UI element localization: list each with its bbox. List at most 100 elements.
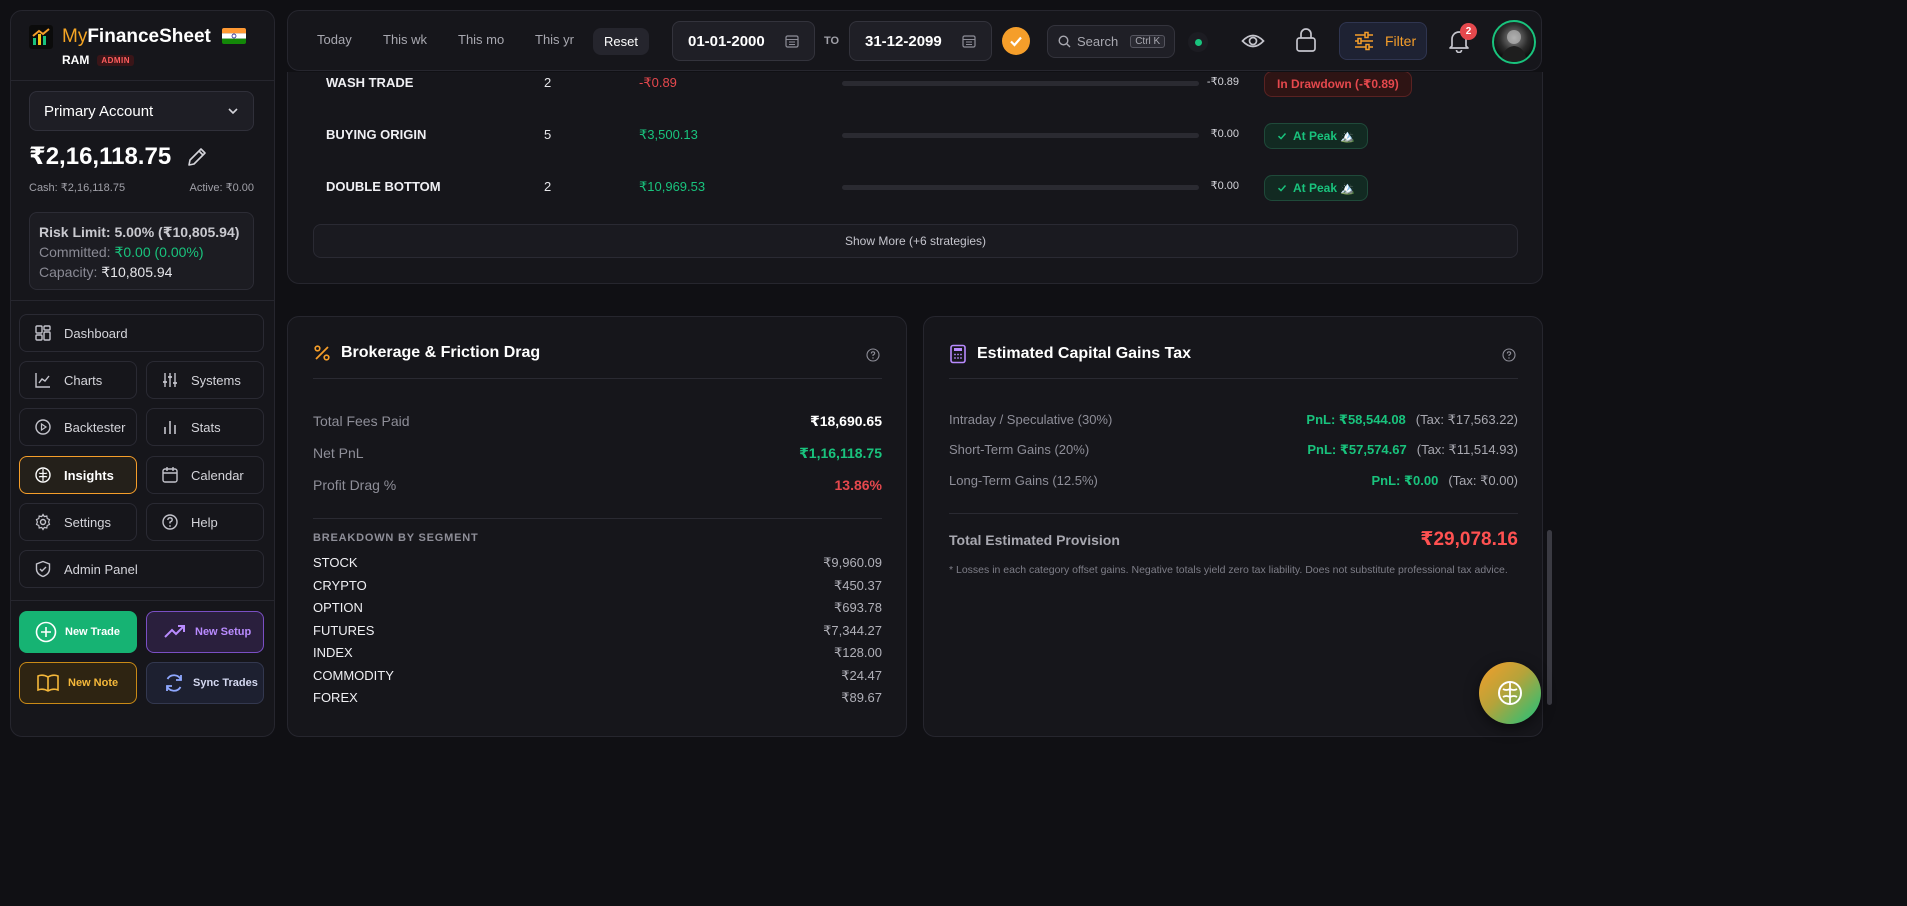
nav-charts[interactable]: Charts [19, 361, 137, 399]
nav-label: Insights [64, 467, 114, 483]
eye-icon[interactable] [1241, 30, 1265, 52]
avatar[interactable] [1492, 20, 1536, 64]
search-placeholder: Search [1077, 34, 1119, 49]
nav-calendar[interactable]: Calendar [146, 456, 264, 494]
nav-label: Charts [64, 372, 103, 388]
pencil-icon[interactable] [185, 145, 209, 169]
profit-drag-value: 13.86% [834, 477, 882, 493]
show-more-button[interactable]: Show More (+6 strategies) [313, 224, 1518, 258]
status-badge: In Drawdown (-₹0.89) [1264, 72, 1412, 97]
tax-amount: (Tax: ₹17,563.22) [1415, 412, 1518, 427]
total-provision-value: ₹29,078.16 [1420, 529, 1518, 550]
apply-date-button[interactable] [1002, 27, 1030, 55]
tab-this-week[interactable]: This wk [383, 32, 428, 47]
risk-capacity: Capacity: ₹10,805.94 [39, 262, 244, 282]
india-flag-icon [222, 28, 246, 44]
line-chart-icon [35, 373, 50, 388]
page-scrollbar[interactable] [1547, 530, 1552, 705]
new-setup-button[interactable]: New Setup [146, 611, 264, 653]
ai-assistant-button[interactable] [1479, 662, 1541, 724]
help-circle-icon[interactable] [866, 348, 880, 362]
tax-amount: (Tax: ₹0.00) [1448, 473, 1518, 488]
net-pnl-value: ₹1,16,118.75 [799, 445, 882, 461]
tax-amount: (Tax: ₹11,514.93) [1416, 442, 1518, 457]
tax-pnl: PnL: ₹0.00 [1371, 473, 1439, 488]
cash-value: Cash: ₹2,16,118.75 [29, 182, 126, 194]
lock-icon[interactable] [1295, 27, 1317, 53]
date-to-input[interactable]: 31-12-2099 [849, 21, 992, 61]
brand-title: MyFinanceSheet [62, 25, 211, 49]
nav-label: Help [191, 514, 218, 530]
sync-trades-button[interactable]: Sync Trades [146, 662, 264, 704]
tax-values: PnL: ₹0.00 (Tax: ₹0.00) [1371, 473, 1518, 489]
date-to-label: TO [824, 35, 840, 47]
status-badge: At Peak 🏔️ [1264, 123, 1369, 149]
segment-name: STOCK [313, 555, 358, 570]
new-trade-button[interactable]: New Trade [19, 611, 137, 653]
committed-label: Committed: [39, 244, 111, 260]
topbar: Today This wk This mo This yr Reset 01-0… [287, 10, 1542, 71]
nav-stats[interactable]: Stats [146, 408, 264, 446]
shield-icon [35, 560, 51, 578]
book-icon [37, 674, 59, 692]
nav-insights[interactable]: Insights [19, 456, 137, 494]
tax-disclaimer: * Losses in each category offset gains. … [949, 564, 1508, 576]
help-circle-icon[interactable] [1502, 348, 1516, 362]
nav-help[interactable]: Help [146, 503, 264, 541]
brain-icon [1498, 681, 1522, 705]
table-row[interactable]: WASH TRADE 2 -₹0.89 -₹0.89 In Drawdown (… [288, 72, 1542, 97]
tax-category-label: Intraday / Speculative (30%) [949, 412, 1113, 427]
reset-button[interactable]: Reset [593, 28, 649, 55]
table-row[interactable]: DOUBLE BOTTOM 2 ₹10,969.53 ₹0.00 At Peak… [288, 175, 1542, 201]
segment-name: FOREX [313, 690, 358, 705]
profit-drag-label: Profit Drag % [313, 477, 397, 493]
segment-name: COMMODITY [313, 668, 394, 683]
net-pnl-label: Net PnL [313, 445, 364, 461]
nav-label: Calendar [191, 467, 244, 483]
chevron-down-icon [227, 105, 239, 117]
tab-this-year[interactable]: This yr [535, 32, 574, 47]
check-icon [1277, 185, 1287, 192]
filter-button[interactable]: Filter [1339, 22, 1427, 60]
chart-logo-icon [29, 25, 53, 49]
segment-value: ₹128.00 [833, 645, 882, 660]
refresh-icon [166, 674, 182, 692]
segment-name: CRYPTO [313, 578, 367, 593]
strategy-count: 2 [544, 75, 552, 90]
divider [949, 513, 1518, 514]
account-balance: ₹2,16,118.75 [29, 143, 172, 170]
nav-admin-panel[interactable]: Admin Panel [19, 550, 264, 588]
check-icon [1010, 36, 1022, 47]
tax-pnl: PnL: ₹58,544.08 [1306, 412, 1406, 427]
new-setup-label: New Setup [195, 626, 252, 638]
card-header: Brokerage & Friction Drag [313, 344, 540, 362]
account-select[interactable]: Primary Account [29, 91, 254, 131]
new-note-button[interactable]: New Note [19, 662, 137, 704]
total-fees-value: ₹18,690.65 [809, 413, 882, 429]
committed-value: ₹0.00 (0.00%) [114, 244, 204, 260]
nav-settings[interactable]: Settings [19, 503, 137, 541]
brain-icon [35, 467, 51, 483]
total-provision-label: Total Estimated Provision [949, 531, 1120, 548]
nav-backtester[interactable]: Backtester [19, 408, 137, 446]
segment-name: OPTION [313, 600, 363, 615]
strategy-count: 2 [544, 179, 552, 194]
nav-label: Systems [191, 372, 241, 388]
strategy-pnl: ₹3,500.13 [639, 127, 698, 142]
connection-status-dot [1188, 32, 1208, 52]
nav-systems[interactable]: Systems [146, 361, 264, 399]
play-circle-icon [35, 419, 51, 435]
search-input[interactable]: Search Ctrl K [1047, 25, 1175, 58]
divider [949, 378, 1518, 379]
search-icon [1058, 35, 1071, 48]
date-from-input[interactable]: 01-01-2000 [672, 21, 815, 61]
table-row[interactable]: BUYING ORIGIN 5 ₹3,500.13 ₹0.00 At Peak … [288, 123, 1542, 149]
tab-today[interactable]: Today [317, 32, 352, 47]
nav-label: Backtester [64, 419, 126, 435]
tax-row-short-term: Short-Term Gains (20%) PnL: ₹57,574.67 (T… [949, 442, 1518, 458]
balance-row: ₹2,16,118.75 [29, 142, 209, 171]
plus-circle-icon [35, 621, 57, 643]
nav-label: Stats [191, 419, 221, 435]
nav-dashboard[interactable]: Dashboard [19, 314, 264, 352]
tab-this-month[interactable]: This mo [458, 32, 505, 47]
